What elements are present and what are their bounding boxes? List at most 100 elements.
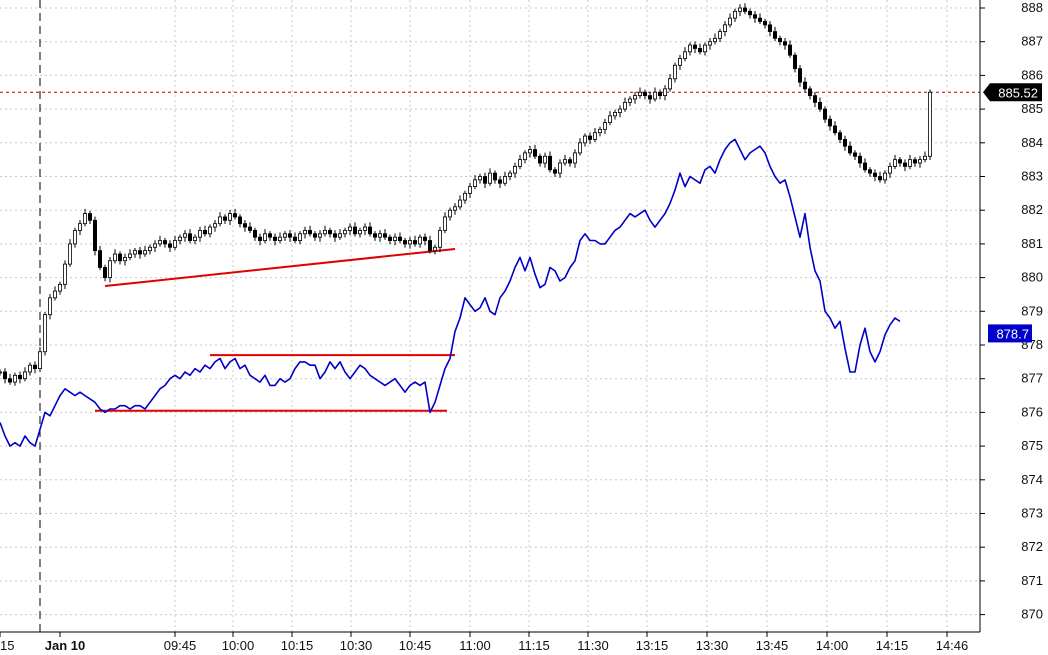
- candle: [192, 234, 197, 245]
- candle: [118, 251, 123, 265]
- candle-body: [33, 364, 38, 369]
- candle-body: [863, 162, 868, 171]
- y-tick-label-888: 888: [1021, 0, 1043, 15]
- candle: [282, 231, 287, 241]
- candle: [162, 237, 167, 248]
- x-tick-label-5: 10:30: [340, 638, 373, 653]
- candle: [292, 232, 297, 244]
- candle: [68, 239, 73, 267]
- candle-body: [58, 283, 63, 292]
- candle: [593, 127, 598, 143]
- x-tick-label-13: 14:00: [816, 638, 849, 653]
- candle: [422, 233, 427, 246]
- candle: [783, 37, 788, 50]
- candle: [347, 223, 352, 236]
- candle: [578, 138, 583, 156]
- candle-body: [823, 108, 828, 120]
- candle-body: [543, 155, 548, 164]
- candle-body: [377, 233, 382, 238]
- candle-body: [477, 176, 482, 181]
- candle-body: [38, 351, 43, 369]
- candle: [407, 236, 412, 249]
- x-tick-label-12: 13:45: [756, 638, 789, 653]
- candle-body: [197, 230, 202, 238]
- candle-body: [337, 233, 342, 238]
- candle-body: [788, 44, 793, 56]
- candle-body: [457, 199, 462, 208]
- candle: [167, 240, 172, 252]
- candle: [3, 368, 8, 384]
- candle: [853, 150, 858, 160]
- candle-body: [893, 159, 898, 167]
- candle: [123, 253, 128, 266]
- candle: [427, 235, 432, 254]
- candle: [372, 231, 377, 241]
- candle-body: [683, 51, 688, 59]
- candle: [58, 281, 63, 295]
- candle: [262, 229, 267, 244]
- candle: [903, 159, 908, 172]
- candle-body: [73, 230, 78, 245]
- candle: [332, 230, 337, 242]
- candle-body: [342, 230, 347, 235]
- y-tick-label-884: 884: [1021, 135, 1043, 150]
- y-tick-label-873: 873: [1021, 506, 1043, 521]
- candle: [568, 156, 573, 167]
- candle: [788, 40, 793, 58]
- candle: [307, 225, 312, 237]
- candle: [728, 13, 733, 28]
- candle: [793, 52, 798, 73]
- candle: [633, 91, 638, 104]
- candle-body: [497, 179, 502, 184]
- candle-body: [908, 159, 913, 167]
- candle-body: [818, 101, 823, 110]
- candle: [27, 362, 32, 376]
- candle: [768, 21, 773, 37]
- candle-body: [0, 371, 3, 374]
- candle-body: [392, 236, 397, 241]
- candle: [863, 158, 868, 173]
- candle: [432, 244, 437, 255]
- candlestick-series: [0, 3, 933, 386]
- candle: [222, 214, 227, 225]
- candle: [327, 227, 332, 238]
- series-layer: [0, 3, 933, 447]
- candle: [898, 156, 903, 167]
- candle: [738, 4, 743, 17]
- candle-body: [748, 10, 753, 16]
- candle-body: [928, 91, 933, 157]
- x-tick-label-9: 11:30: [577, 638, 609, 653]
- x-tick-label-8: 11:15: [518, 638, 550, 653]
- last-price-label-box: [983, 83, 1042, 102]
- candle: [648, 91, 653, 104]
- candle: [513, 162, 518, 178]
- candle-body: [462, 192, 467, 201]
- candle: [7, 373, 12, 385]
- candle: [778, 35, 783, 46]
- candle-body: [347, 226, 352, 231]
- candle-body: [883, 172, 888, 181]
- y-tick-label-871: 871: [1021, 573, 1043, 588]
- candle: [543, 152, 548, 168]
- candle-body: [317, 233, 322, 238]
- candle-body: [858, 155, 863, 164]
- candle: [38, 347, 43, 372]
- candle: [718, 28, 723, 43]
- candle: [618, 105, 623, 118]
- candle: [63, 260, 68, 290]
- candle: [563, 154, 568, 166]
- candle-body: [507, 172, 512, 177]
- candle: [758, 13, 763, 25]
- candle: [492, 170, 497, 184]
- candle: [257, 233, 262, 246]
- candle-body: [162, 240, 167, 245]
- candle: [808, 86, 813, 100]
- candle: [217, 212, 222, 227]
- candle-body: [838, 132, 843, 140]
- candle: [678, 54, 683, 71]
- y-tick-label-874: 874: [1021, 472, 1043, 487]
- candle-body: [658, 91, 663, 97]
- candle-body: [898, 159, 903, 164]
- candle: [33, 361, 38, 374]
- candle-body: [118, 253, 123, 262]
